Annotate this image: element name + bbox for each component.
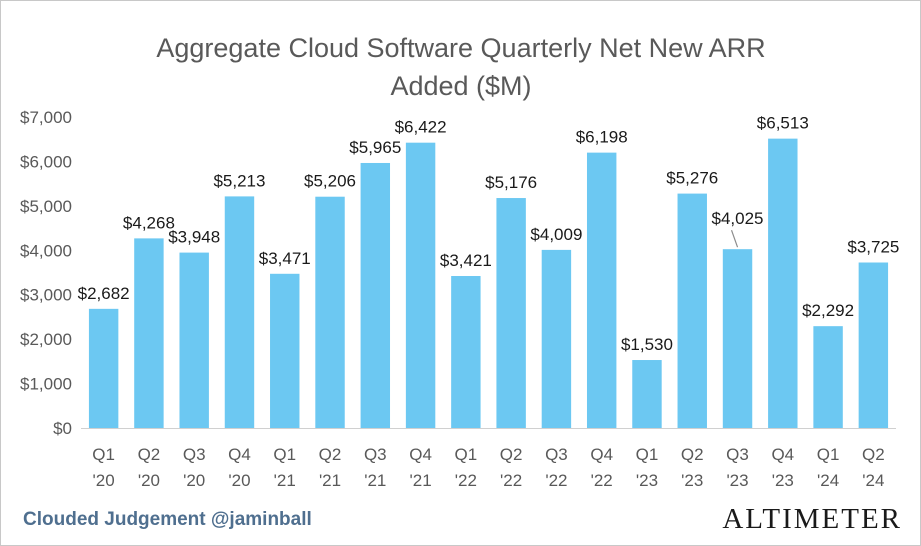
y-tick-label: $1,000 — [20, 375, 72, 394]
bar — [179, 252, 209, 428]
x-tick-label-quarter: Q2 — [138, 445, 161, 464]
bar — [360, 162, 391, 428]
bar — [858, 262, 889, 428]
bar — [315, 196, 345, 428]
x-tick-label-year: '21 — [410, 471, 432, 490]
bar — [677, 193, 707, 428]
x-tick-label-quarter: Q4 — [409, 445, 432, 464]
y-tick-label: $7,000 — [20, 108, 72, 127]
x-tick-label-year: '24 — [862, 471, 884, 490]
x-tick-label-quarter: Q4 — [590, 445, 613, 464]
data-labels: $2,682 $4,268$3,948 $5,213 $3,471 $5,206 $5,9… — [78, 114, 900, 354]
x-tick-label-year: '23 — [726, 471, 748, 490]
data-label: $4,268 — [123, 213, 175, 232]
x-tick-label-quarter: Q1 — [817, 445, 840, 464]
x-tick-label-year: '21 — [319, 471, 341, 490]
x-tick-label-quarter: Q2 — [862, 445, 885, 464]
data-label: $6,198 — [576, 128, 628, 147]
data-label: $5,213 — [213, 171, 265, 190]
bar-chart: Aggregate Cloud Software Quarterly Net N… — [20, 33, 900, 490]
x-tick-label-year: '20 — [183, 471, 205, 490]
brand-logo: ALTIMETER — [722, 503, 902, 535]
data-label: $3,948 — [168, 228, 220, 247]
y-tick-label: $0 — [53, 419, 72, 438]
bar — [224, 196, 255, 428]
x-tick-label-quarter: Q1 — [455, 445, 478, 464]
data-label: $2,292 — [802, 301, 854, 320]
y-tick-label: $5,000 — [20, 197, 72, 216]
x-tick-label-quarter: Q3 — [545, 445, 568, 464]
bar — [722, 249, 753, 428]
x-tick-label-year: '24 — [817, 471, 839, 490]
bar — [632, 360, 662, 428]
bar — [405, 142, 436, 428]
x-tick-label-quarter: Q4 — [228, 445, 251, 464]
y-tick-label: $2,000 — [20, 330, 72, 349]
y-axis: $0 $1,000 $2,000 $3,000 $4,000 $5,000 $6,000 $7… — [20, 108, 72, 438]
x-tick-label-year: '20 — [228, 471, 250, 490]
bar — [496, 198, 526, 428]
x-tick-label-year: '23 — [636, 471, 658, 490]
x-tick-label-quarter: Q2 — [681, 445, 704, 464]
bar — [813, 326, 843, 428]
x-axis: Q1 '20 Q2 '20 Q3 '20 Q4 '20 Q1 '21 Q2 '21 Q3 '21 Q4 '21… — [81, 428, 896, 490]
x-tick-label-quarter: Q3 — [183, 445, 206, 464]
x-tick-label-quarter: Q1 — [273, 445, 296, 464]
y-tick-label: $6,000 — [20, 152, 72, 171]
bar — [541, 249, 572, 428]
bar — [768, 138, 798, 428]
data-label: $6,513 — [757, 114, 809, 133]
bars — [88, 138, 889, 428]
x-tick-label-quarter: Q1 — [92, 445, 115, 464]
x-tick-label-year: '22 — [500, 471, 522, 490]
x-tick-label-quarter: Q2 — [319, 445, 342, 464]
x-tick-label-year: '22 — [545, 471, 567, 490]
x-tick-label-year: '23 — [681, 471, 703, 490]
chart-title-line: Aggregate Cloud Software Quarterly Net N… — [156, 33, 765, 63]
bar — [88, 308, 119, 428]
x-tick-label-quarter: Q4 — [771, 445, 794, 464]
x-tick-label-year: '21 — [274, 471, 296, 490]
x-tick-label-year: '23 — [772, 471, 794, 490]
x-tick-label-quarter: Q1 — [636, 445, 659, 464]
bar — [270, 273, 300, 428]
footer-credit: Clouded Judgement @jaminball — [23, 509, 312, 530]
x-tick-label-year: '20 — [93, 471, 115, 490]
y-tick-label: $4,000 — [20, 241, 72, 260]
chart-title-line: Added ($M) — [390, 71, 531, 101]
x-tick-label-quarter: Q2 — [500, 445, 523, 464]
bar — [134, 238, 164, 428]
data-label-leader — [730, 229, 739, 248]
x-tick-label-year: '20 — [138, 471, 160, 490]
data-label: $3,471 — [259, 249, 311, 268]
y-tick-label: $3,000 — [20, 286, 72, 305]
chart-title: Aggregate Cloud Software Quarterly Net N… — [156, 33, 765, 101]
bar — [586, 152, 617, 428]
data-label: $5,176 — [485, 173, 537, 192]
x-tick-label-year: '22 — [591, 471, 613, 490]
data-label: $1,530 — [621, 335, 673, 354]
x-tick-label-year: '21 — [364, 471, 386, 490]
data-label: $3,725 — [847, 238, 899, 257]
x-tick-label-quarter: Q3 — [726, 445, 749, 464]
data-label: $4,009 — [530, 225, 582, 244]
data-label: $4,025 — [712, 209, 764, 228]
data-label: $5,206 — [304, 172, 356, 191]
bar — [451, 276, 481, 428]
data-label: $5,965 — [349, 138, 401, 157]
x-tick-label-quarter: Q3 — [364, 445, 387, 464]
data-label: $6,422 — [395, 118, 447, 137]
x-tick-label-year: '22 — [455, 471, 477, 490]
data-label: $5,276 — [666, 169, 718, 188]
data-label: $3,421 — [440, 251, 492, 270]
data-label: $2,682 — [78, 284, 130, 303]
